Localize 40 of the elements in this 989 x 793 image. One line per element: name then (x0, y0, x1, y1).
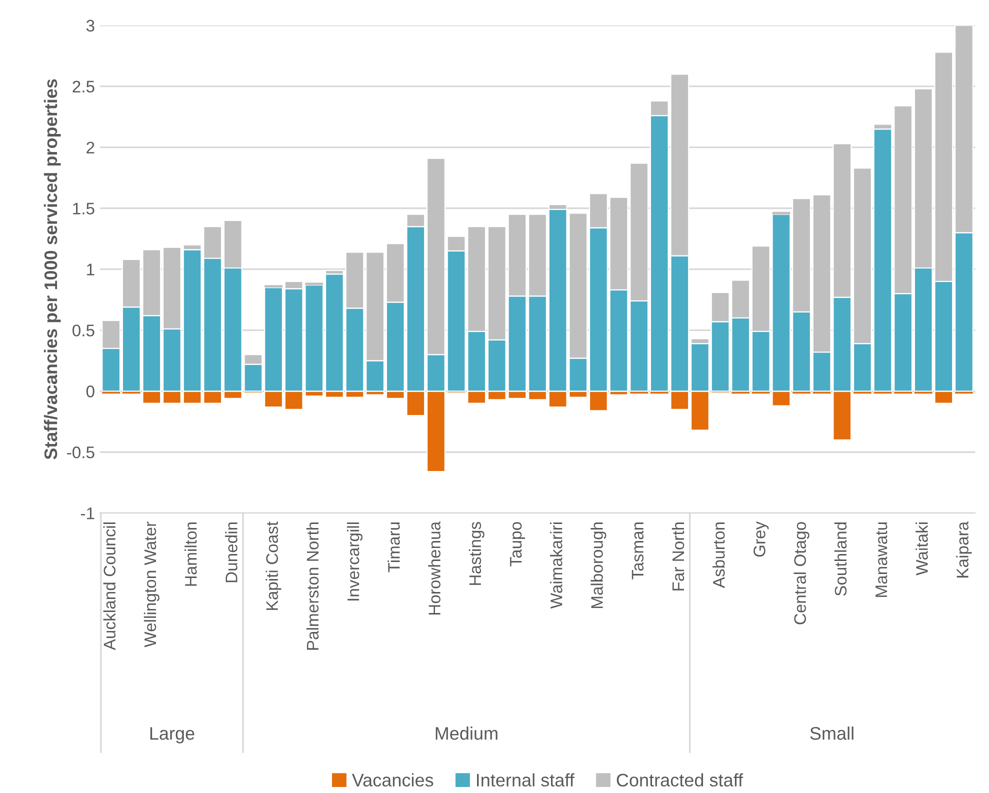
y-axis-title: Staff/vacancies per 1000 serviced properties (44, 79, 61, 460)
x-tick-label: Auckland Council (103, 522, 116, 650)
y-tick-label: -1 (80, 508, 94, 520)
y-tick-label: 2 (86, 142, 94, 154)
y-tick-label: 3 (86, 20, 94, 32)
x-tick-label: Taupo (510, 522, 525, 566)
text: Medium (436, 726, 498, 740)
x-tick-label: Palmerston North (306, 522, 319, 650)
x-tick-label: Waimakariri (550, 522, 562, 609)
legend-label: Vacancies (352, 773, 434, 787)
x-tick-label: Timaru (388, 522, 400, 572)
x-tick-label: Far North (672, 522, 684, 590)
x-tick-label: Manawatu (876, 522, 888, 597)
text: Small (810, 726, 854, 740)
x-tick-label: Invercargill (346, 522, 363, 600)
x-tick-label: Tasman (632, 522, 644, 580)
x-tick-label: Malborough (590, 522, 606, 608)
y-tick-label: 1 (87, 264, 94, 276)
x-tick-label: Wellington Water (144, 522, 160, 648)
x-tick-label: Southland (834, 522, 847, 596)
legend-label: Contracted staff (616, 773, 744, 787)
x-tick-label: Hamilton (184, 522, 197, 586)
y-tick-label: 2.5 (72, 80, 94, 93)
y-tick-label: -0.5 (67, 446, 94, 458)
legend-label: Internal staff (477, 773, 574, 787)
x-tick-label: Horowhenua (428, 521, 440, 615)
x-tick-label: Grey (754, 521, 769, 557)
x-tick-label: Waitaki (916, 522, 928, 576)
x-tick-label: Kaipara (956, 521, 972, 578)
x-tick-label: Asburton (712, 522, 725, 588)
bar (264, 285, 282, 288)
x-tick-label: Dunedin (225, 522, 238, 582)
x-tick-label: Central Otago (794, 522, 810, 624)
bar (772, 212, 790, 214)
y-tick-label: 0.5 (72, 324, 94, 336)
y-tick-label: 1.5 (73, 202, 94, 214)
text: Large (150, 727, 194, 744)
y-tick-label: 0 (86, 386, 94, 398)
x-tick-label: Hastings (468, 522, 484, 585)
x-tick-label: Kapiti Coast (266, 522, 282, 610)
